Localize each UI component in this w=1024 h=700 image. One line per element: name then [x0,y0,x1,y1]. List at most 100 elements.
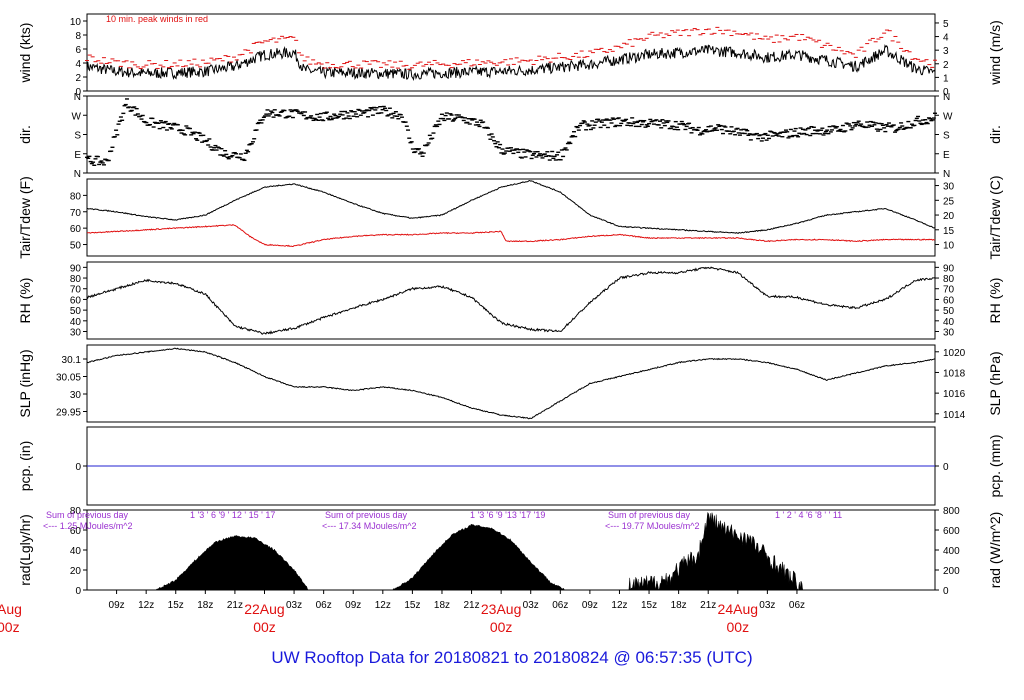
y-tick-label: 6 [75,45,81,56]
y-tick-label-right: 1 [943,73,949,84]
y-tick-label-right: 600 [943,526,960,537]
y-tick-label-right: 800 [943,506,960,517]
y-tick-label: 50 [70,241,82,252]
x-tick-label: 03z [523,600,539,611]
y-tick-label-right: 0 [943,462,949,473]
y-tick-label: 60 [70,295,82,306]
radiation-hour-marks: 1 '3 ' 6 '9 ' 12 ' 15 ' 17 [190,510,275,520]
y-tick-label: 30.1 [62,355,82,366]
y-axis-label-right: dir. [987,125,1003,144]
y-tick-label-right: 0 [943,586,949,597]
y-axis-label: pcp. (in) [17,441,33,492]
y-tick-label-right: 4 [943,33,949,44]
air-temperature-line [86,179,936,234]
radiation-sum-value: <--- 17.34 MJoules/m^2 [322,521,417,531]
y-axis-label: Tair/Tdew (F) [17,176,33,258]
y-axis-label-right: SLP (hPa) [987,351,1003,415]
y-tick-label-right: 30 [943,182,955,193]
y-tick-label: 60 [70,224,82,235]
y-axis-label-right: pcp. (mm) [987,435,1003,498]
x-tick-label: 15z [404,600,420,611]
y-axis-label: dir. [17,125,33,144]
y-tick-label: 60 [70,526,82,537]
x-date-time-label: 00z [0,619,20,635]
radiation-sum-title: Sum of previous day [325,510,408,520]
y-tick-label-right: W [943,111,953,122]
panel-frame [86,13,936,92]
y-tick-label-right: 90 [943,263,955,274]
y-tick-label: W [72,111,82,122]
x-date-time-label: 00z [253,619,276,635]
panel-frame [86,261,936,340]
radiation-annotation: Sum of previous day<--- 17.34 MJoules/m^… [322,510,545,531]
radiation-hour-marks: 1 '3 '6 '9 '13 '17 '19 [470,510,545,520]
y-tick-label: 70 [70,285,82,296]
y-tick-label: 40 [70,317,82,328]
y-tick-label: 0 [75,87,81,98]
x-date-time-label: 00z [490,619,513,635]
y-axis-label-right: rad (W/m^2) [987,512,1003,589]
y-tick-label-right: 0 [943,87,949,98]
panel-wind: wind (kts) wind (m/s) 0 2 4 6 8 10 0 1 2 3 4 5 10 min.… [17,13,1003,98]
y-axis-label-right: wind (m/s) [987,20,1003,86]
y-tick-label: 90 [70,263,82,274]
x-tick-label: 21z [227,600,243,611]
panel-frame [86,344,936,423]
x-date-label: Aug [0,601,22,617]
x-tick-label: 15z [168,600,184,611]
x-tick-label: 12z [375,600,391,611]
y-tick-label: 30 [70,390,82,401]
y-tick-label-right: 40 [943,317,955,328]
x-date-label: 24Aug [718,601,758,617]
y-tick-label: 29.95 [56,408,81,419]
y-tick-label: 2 [75,73,81,84]
y-tick-label-right: S [943,131,950,142]
y-tick-label: N [74,92,81,103]
y-tick-label: 70 [70,208,82,219]
humidity-line [86,266,936,335]
panel-temperature: Tair/Tdew (F) Tair/Tdew (C) 50 60 70 80 10 15 20… [17,175,1003,259]
direction-marks [85,98,937,167]
time-axis: 09z 12z 15z 18z 21z 22Aug 03z 06z 09z 12z 15z 18z 21… [0,590,805,635]
x-tick-label: 18z [434,600,450,611]
y-tick-label-right: 60 [943,295,955,306]
y-tick-label-right: 1020 [943,348,966,359]
y-tick-label: N [74,169,81,180]
wind-speed-line [86,44,936,82]
radiation-annotation: Sum of previous day<--- 19.77 MJoules/m^… [605,510,842,531]
y-tick-label-right: 200 [943,566,960,577]
y-tick-label: 0 [75,462,81,473]
panels-group: wind (kts) wind (m/s) 0 2 4 6 8 10 0 1 2 3 4 5 10 min.… [17,13,1003,597]
x-tick-label: 09z [582,600,598,611]
y-tick-label: S [74,131,81,142]
y-tick-label-right: 70 [943,285,955,296]
peak-wind-marks [85,26,937,70]
y-tick-label: 4 [75,59,81,70]
y-axis-label: RH (%) [17,278,33,324]
radiation-area [87,511,935,591]
x-tick-label: 09z [345,600,361,611]
radiation-sum-value: <--- 1.25 MJoules/m^2 [43,521,133,531]
y-tick-label: 0 [75,586,81,597]
chart-caption: UW Rooftop Data for 20180821 to 20180824… [271,648,753,667]
radiation-sum-title: Sum of previous day [46,510,129,520]
y-tick-label: 30.05 [56,373,81,384]
x-tick-label: 12z [611,600,627,611]
y-axis-label: rad(Lgly/hr) [17,514,33,586]
y-tick-label-right: 25 [943,196,955,207]
y-tick-label: 80 [70,506,82,517]
y-tick-label-right: N [943,169,950,180]
y-tick-label: 40 [70,546,82,557]
y-tick-label: 20 [70,566,82,577]
y-tick-label-right: 80 [943,274,955,285]
x-tick-label: 21z [700,600,716,611]
dewpoint-line [86,223,936,248]
y-axis-label-right: Tair/Tdew (C) [987,175,1003,259]
panel-radiation: rad(Lgly/hr) rad (W/m^2)02040608002004006… [17,506,1003,597]
y-tick-label: 10 [70,17,82,28]
y-tick-label-right: 10 [943,241,955,252]
y-tick-label-right: 15 [943,226,955,237]
peak-wind-note: 10 min. peak winds in red [106,14,208,24]
